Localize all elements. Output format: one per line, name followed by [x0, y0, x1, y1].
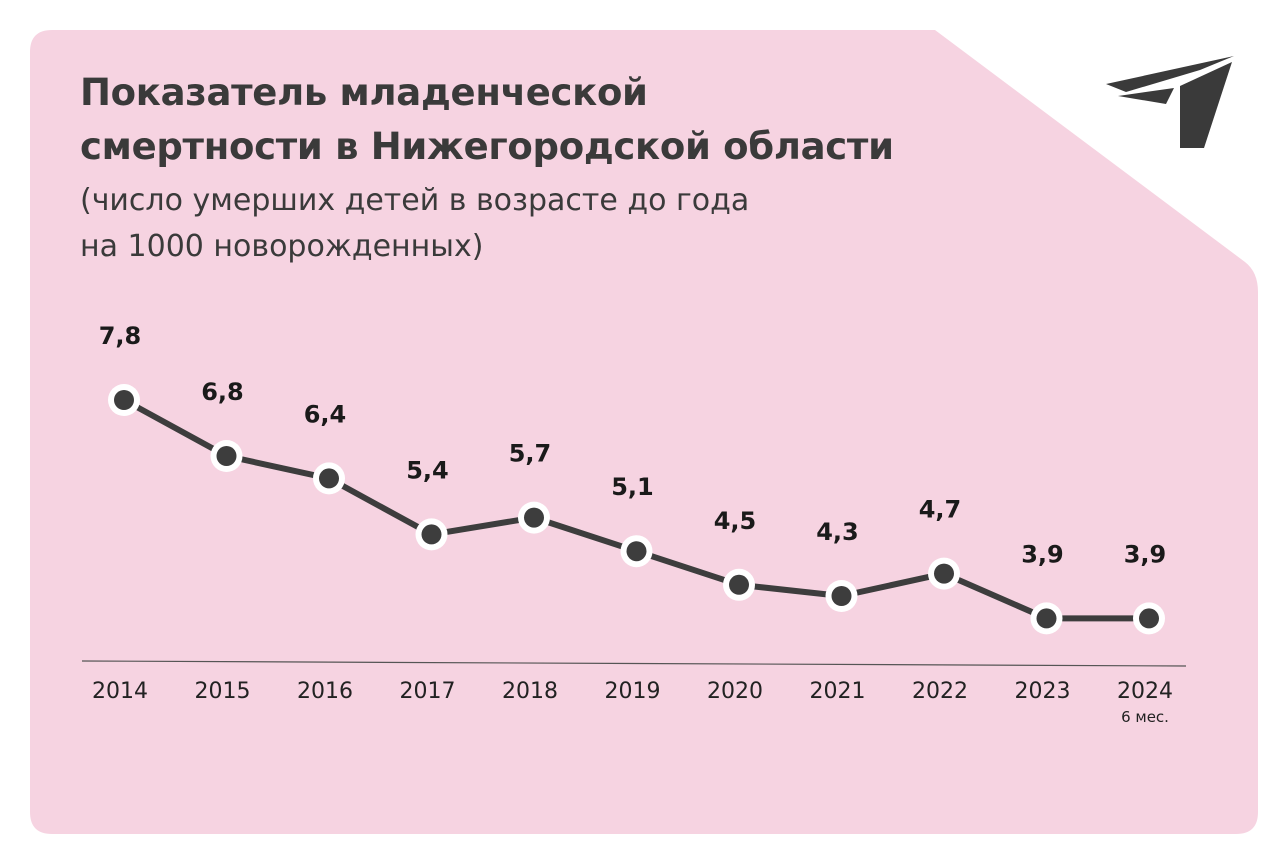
- subtitle-line-2: на 1000 новорожденных): [80, 229, 484, 264]
- data-point: [934, 563, 954, 584]
- data-label: 5,7: [509, 440, 552, 468]
- x-tick-label: 2024: [1117, 679, 1173, 704]
- data-point: [626, 541, 647, 562]
- title-line-1: Показатель младенческой: [80, 71, 648, 114]
- card-shape: [30, 30, 1258, 834]
- data-point: [831, 586, 852, 606]
- data-point: [421, 524, 442, 545]
- x-tick-labels: 2014 2015 2016 2017 2018 2019 2020 2021 2022 2023…: [92, 679, 1173, 726]
- data-point: [1036, 608, 1057, 629]
- data-label: 5,1: [611, 473, 654, 501]
- x-axis-line: [81, 660, 1187, 667]
- data-label: 7,8: [99, 322, 142, 350]
- x-tick-label: 2014: [92, 679, 148, 704]
- chart-title: Показатель младенческой смертности в Ниж…: [80, 66, 894, 174]
- x-tick-label: 2020: [707, 679, 763, 704]
- x-tick-label: 2015: [195, 679, 251, 704]
- paper-plane-t-icon: [1106, 56, 1234, 148]
- data-label: 6,4: [304, 400, 347, 428]
- data-label: 4,5: [714, 507, 757, 535]
- data-label: 5,4: [406, 456, 449, 484]
- x-tick-note: 6 мес.: [1121, 708, 1169, 726]
- data-point: [524, 507, 544, 528]
- data-point: [216, 446, 237, 466]
- data-labels: 7,8 6,8 6,4 5,4 5,7 5,1 4,5 4,3 4,7 3,9 3,9: [99, 322, 1167, 568]
- x-tick-label: 2023: [1015, 679, 1071, 704]
- data-point: [114, 390, 134, 410]
- data-label: 3,9: [1124, 540, 1167, 568]
- title-line-2: смертности в Нижегородской области: [80, 125, 894, 168]
- series-line: [121, 397, 1152, 622]
- x-tick-label: 2018: [502, 679, 558, 704]
- data-label: 6,8: [201, 378, 244, 406]
- data-label: 4,7: [919, 496, 962, 524]
- subtitle-line-1: (число умерших детей в возрасте до года: [80, 183, 750, 218]
- data-point: [319, 468, 339, 489]
- x-tick-label: 2022: [912, 679, 968, 704]
- x-tick-label: 2019: [605, 679, 661, 704]
- data-label: 4,3: [816, 518, 859, 546]
- data-points: [108, 384, 1165, 635]
- x-tick-label: 2016: [297, 679, 353, 704]
- data-point: [729, 574, 749, 595]
- data-point: [1139, 608, 1159, 629]
- x-tick-label: 2021: [810, 679, 866, 704]
- x-tick-label: 2017: [400, 679, 456, 704]
- chart-subtitle: (число умерших детей в возрасте до года …: [80, 178, 749, 270]
- data-label: 3,9: [1021, 540, 1064, 568]
